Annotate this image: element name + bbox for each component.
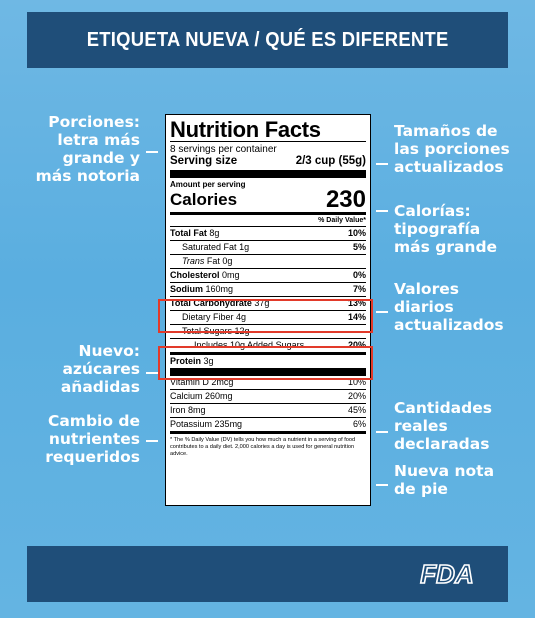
vitamin-row-calcium: Calcium 260mg 20% (170, 389, 366, 403)
nutrient-row-trans-fat: Trans Fat 0g (170, 254, 366, 268)
footer-banner: FDA (27, 546, 508, 602)
nutrient-amount: 37g (254, 298, 270, 308)
nutrient-amount: 1g (239, 242, 250, 252)
nutrition-facts-label: Nutrition Facts 8 servings per container… (165, 114, 371, 506)
nutrient-row-total-carbohydrate: Total Carbohydrate 37g 13% (170, 296, 366, 310)
divider-thick (170, 170, 366, 178)
vitamin-row-potassium: Potassium 235mg 6% (170, 417, 366, 431)
divider-medium (170, 212, 366, 215)
nutrient-name: Total Fat (170, 228, 207, 238)
nutrient-row-total-sugars: Total Sugars 12g (170, 324, 366, 338)
nutrient-amount: 4g (236, 312, 247, 322)
nutrient-row-sodium: Sodium 160mg 7% (170, 282, 366, 296)
callout-actual-amounts: Cantidades reales declaradas (394, 399, 492, 453)
vitamin-name: Calcium (170, 391, 203, 401)
daily-value-header: % Daily Value* (318, 217, 366, 224)
callout-added-sugars: Nuevo: azúcares añadidas (60, 342, 140, 396)
callout-dash (146, 440, 158, 442)
vitamin-row-vitamin-d: Vitamin D 2mcg 10% (170, 376, 366, 389)
nutrient-name: Trans (182, 256, 205, 266)
nutrient-dv: 7% (352, 284, 366, 294)
callout-footnote: Nueva nota de pie (394, 462, 495, 498)
nutrient-amount: Fat 0g (206, 256, 233, 266)
vitamin-row-iron: Iron 8mg 45% (170, 403, 366, 417)
callout-dash (146, 151, 158, 153)
label-title: Nutrition Facts (170, 117, 321, 142)
serving-size-label: Serving size (170, 155, 238, 167)
nutrient-name: Total Sugars (182, 326, 233, 336)
vitamin-dv: 6% (352, 419, 366, 429)
nutrient-amount: 160mg (205, 284, 234, 294)
vitamin-amount: 235mg (214, 419, 243, 429)
vitamin-amount: 2mcg (211, 377, 234, 387)
callout-serving-font: Porciones: letra más grande y más notori… (35, 113, 140, 185)
nutrient-row-protein: Protein 3g (170, 352, 366, 368)
nutrient-dv: 13% (347, 298, 366, 308)
nutrient-row-added-sugars: Includes 10g Added Sugars 20% (170, 338, 366, 352)
nutrient-dv: 10% (347, 228, 366, 238)
header-banner: ETIQUETA NUEVA / QUÉ ES DIFERENTE (27, 12, 508, 68)
vitamin-dv: 45% (347, 405, 366, 415)
nutrient-dv: 20% (347, 340, 366, 350)
callout-calories: Calorías: tipografía más grande (394, 202, 498, 256)
page-title: ETIQUETA NUEVA / QUÉ ES DIFERENTE (86, 28, 449, 51)
servings-per-container: 8 servings per container (170, 144, 277, 155)
nutrient-name: Dietary Fiber (182, 312, 234, 322)
vitamin-dv: 10% (347, 377, 366, 387)
divider (170, 141, 366, 142)
fda-logo: FDA (419, 559, 474, 589)
nutrient-row-saturated-fat: Saturated Fat 1g 5% (170, 240, 366, 254)
callout-dash (376, 484, 388, 486)
nutrient-amount: 12g (234, 326, 250, 336)
label-footnote: * The % Daily Value (DV) tells you how m… (170, 437, 356, 457)
vitamin-name: Iron (170, 405, 186, 415)
callout-dash (376, 210, 388, 212)
callout-serving-sizes: Tamaños de las porciones actualizados (394, 122, 510, 176)
callout-daily-values: Valores diarios actualizados (394, 280, 504, 334)
vitamin-name: Potassium (170, 419, 213, 429)
divider-thick (170, 368, 366, 376)
calories-value: 230 (325, 186, 366, 213)
callout-required-nutrients: Cambio de nutrientes requeridos (45, 412, 140, 466)
nutrient-amount: 0mg (222, 270, 240, 280)
divider-medium (170, 431, 366, 434)
nutrient-amount: 8g (209, 228, 220, 238)
vitamin-name: Vitamin D (170, 377, 209, 387)
nutrient-amount: 3g (203, 356, 214, 366)
nutrient-row-dietary-fiber: Dietary Fiber 4g 14% (170, 310, 366, 324)
nutrient-row-total-fat: Total Fat 8g 10% (170, 226, 366, 240)
nutrient-dv: 14% (347, 312, 366, 322)
callout-dash (146, 372, 158, 374)
callout-dash (376, 311, 388, 313)
serving-size-value: 2/3 cup (55g) (295, 155, 366, 167)
fda-logo-text: FDA (420, 559, 473, 589)
nutrient-name: Sodium (170, 284, 203, 294)
vitamin-dv: 20% (347, 391, 366, 401)
nutrient-name: Includes 10g Added Sugars (194, 340, 305, 350)
serving-size-row: Serving size 2/3 cup (55g) (170, 155, 366, 168)
nutrient-row-cholesterol: Cholesterol 0mg 0% (170, 268, 366, 282)
calories-row: Calories 230 (170, 186, 366, 213)
nutrient-name: Total Carbohydrate (170, 298, 252, 308)
nutrient-name: Saturated Fat (182, 242, 237, 252)
nutrient-name: Cholesterol (170, 270, 220, 280)
nutrient-dv: 0% (352, 270, 366, 280)
callout-dash (376, 163, 388, 165)
amount-per-serving: Amount per serving (170, 180, 246, 189)
callout-dash (376, 431, 388, 433)
calories-label: Calories (170, 190, 238, 209)
vitamin-amount: 260mg (205, 391, 233, 401)
nutrient-dv: 5% (352, 242, 366, 252)
vitamin-amount: 8mg (188, 405, 206, 415)
nutrient-name: Protein (170, 356, 202, 366)
